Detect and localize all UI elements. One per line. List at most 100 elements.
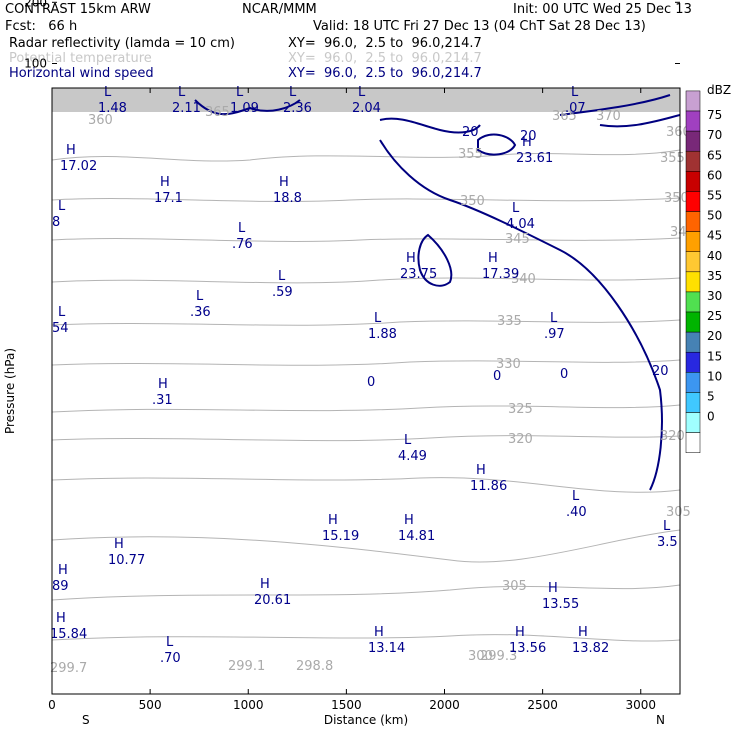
colorbar-swatch — [685, 372, 701, 393]
extremum-low: L.40 — [566, 489, 587, 520]
extremum-letter: L — [550, 311, 558, 326]
extremum-letter: L — [236, 85, 244, 100]
colorbar-swatch — [685, 331, 701, 353]
extremum-low: L.70 — [160, 635, 181, 666]
wind-speed-contour — [379, 139, 663, 491]
extremum-high: H15.19 — [322, 513, 359, 544]
wind-speed-contour — [379, 117, 481, 134]
extremum-value: .40 — [566, 505, 587, 520]
theta-contour-line — [52, 404, 680, 413]
extremum-value: 23.75 — [400, 267, 437, 282]
extremum-letter: L — [512, 201, 520, 216]
forecast-hour: Fcst: 66 h — [5, 19, 78, 34]
wind-speed-contour — [417, 233, 453, 287]
extremum-value: 13.14 — [368, 641, 405, 656]
x-tick-label: 0 — [48, 698, 56, 712]
theta-contour-label: 298.8 — [296, 659, 333, 674]
colorbar-level: 65 — [707, 148, 722, 162]
theta-contours — [52, 88, 680, 642]
theta-contour-label: 335 — [497, 314, 522, 329]
extremum-high: H11.86 — [470, 463, 507, 494]
init-time: Init: 00 UTC Wed 25 Dec 13 — [513, 2, 692, 17]
extremum-high: H15.84 — [50, 611, 87, 642]
extremum-value: .70 — [160, 651, 181, 666]
theta-contour-label: 360 — [666, 125, 691, 140]
extremum-low: L1.09 — [230, 85, 259, 116]
extremum-value: 3.5 — [657, 535, 678, 550]
wind-speed-contour — [194, 99, 301, 116]
extremum-letter: L — [404, 433, 412, 448]
wind-contour-label: 20 — [652, 364, 669, 379]
x-tick-label: 1000 — [233, 698, 264, 712]
axes: 0500100015002000250030001002003004005006… — [3, 0, 681, 727]
extremum-value: 18.8 — [273, 191, 302, 206]
extremum-letter: H — [406, 251, 416, 266]
colorbar-swatch — [685, 110, 701, 132]
colorbar-level: 60 — [707, 168, 722, 182]
extremum-letter: L — [663, 519, 671, 534]
extremum-letter: H — [548, 581, 558, 596]
extremum-value: .07 — [565, 101, 586, 116]
extremum-high: H13.82 — [572, 625, 609, 656]
colorbar-swatch — [685, 251, 701, 273]
x-tick-label: 500 — [139, 698, 162, 712]
extremum-value: 17.1 — [154, 191, 183, 206]
extremum-value: .59 — [272, 285, 293, 300]
y-tick-label: 100 — [24, 57, 47, 71]
wind-speed-contour — [559, 94, 680, 128]
colorbar-level: 55 — [707, 188, 722, 202]
extremum-low: L4.04 — [506, 201, 535, 232]
contour-labels: 360365355350345340335330325320305300299.… — [50, 85, 695, 676]
x-tick-label: 2500 — [527, 698, 558, 712]
colorbar-swatch — [685, 130, 701, 152]
extremum-letter: H — [515, 625, 525, 640]
theta-contour-line — [52, 477, 680, 493]
colorbar-swatch — [685, 412, 701, 433]
colorbar-swatch — [685, 291, 701, 313]
extremum-value: 17.02 — [60, 159, 97, 174]
theta-contour-label: 299.3 — [480, 649, 517, 664]
extremum-value: 13.82 — [572, 641, 609, 656]
extremum-value: 1.48 — [98, 101, 127, 116]
extremum-letter: H — [114, 537, 124, 552]
extremum-high: H23.61 — [516, 135, 553, 166]
theta-contour-label: 350 — [460, 194, 485, 209]
extremum-letter: L — [166, 635, 174, 650]
extremum-high: H20.61 — [254, 577, 291, 608]
extremum-letter: L — [571, 85, 579, 100]
extremum-value: 4.04 — [506, 217, 535, 232]
extremum-letter: H — [66, 143, 76, 158]
theta-contour-line — [52, 435, 680, 442]
field-name-reflectivity: Radar reflectivity (lamda = 10 cm) — [9, 36, 235, 51]
x-axis-label: Distance (km) — [324, 713, 408, 727]
extremum-letter: L — [278, 269, 286, 284]
field-xy-theta: XY= 96.0, 2.5 to 96.0,214.7 — [288, 51, 482, 66]
extremum-letter: H — [160, 175, 170, 190]
extremum-letter: H — [522, 135, 532, 150]
field-name-theta: Potential temperature — [9, 51, 152, 66]
extremum-letter: L — [358, 85, 366, 100]
theta-contour-line — [52, 359, 680, 366]
colorbar-level: 75 — [707, 108, 722, 122]
theta-contour-label: 355 — [660, 151, 685, 166]
extremum-high: H17.39 — [482, 251, 519, 282]
wind-contours — [194, 94, 680, 491]
extremum-letter: L — [58, 305, 66, 320]
wind-contour-label: 20 — [520, 129, 537, 144]
extremum-value: 13.56 — [509, 641, 546, 656]
extremum-value: .97 — [544, 327, 565, 342]
theta-contour-line — [52, 197, 680, 202]
extremum-letter: H — [56, 611, 66, 626]
extremum-letter: H — [476, 463, 486, 478]
extremum-low: L.59 — [272, 269, 293, 300]
theta-contour-label: 365 — [552, 109, 577, 124]
field-name-wind: Horizontal wind speed — [9, 66, 154, 81]
theta-contour-label: 340 — [511, 272, 536, 287]
extremum-letter: L — [572, 489, 580, 504]
extremum-low: L.36 — [190, 289, 211, 320]
theta-contour-label: 320 — [508, 432, 533, 447]
extremum-value: 17.39 — [482, 267, 519, 282]
extremum-low: L.07 — [565, 85, 586, 116]
extremum-letter: H — [328, 513, 338, 528]
extremum-high: H17.1 — [154, 175, 183, 206]
